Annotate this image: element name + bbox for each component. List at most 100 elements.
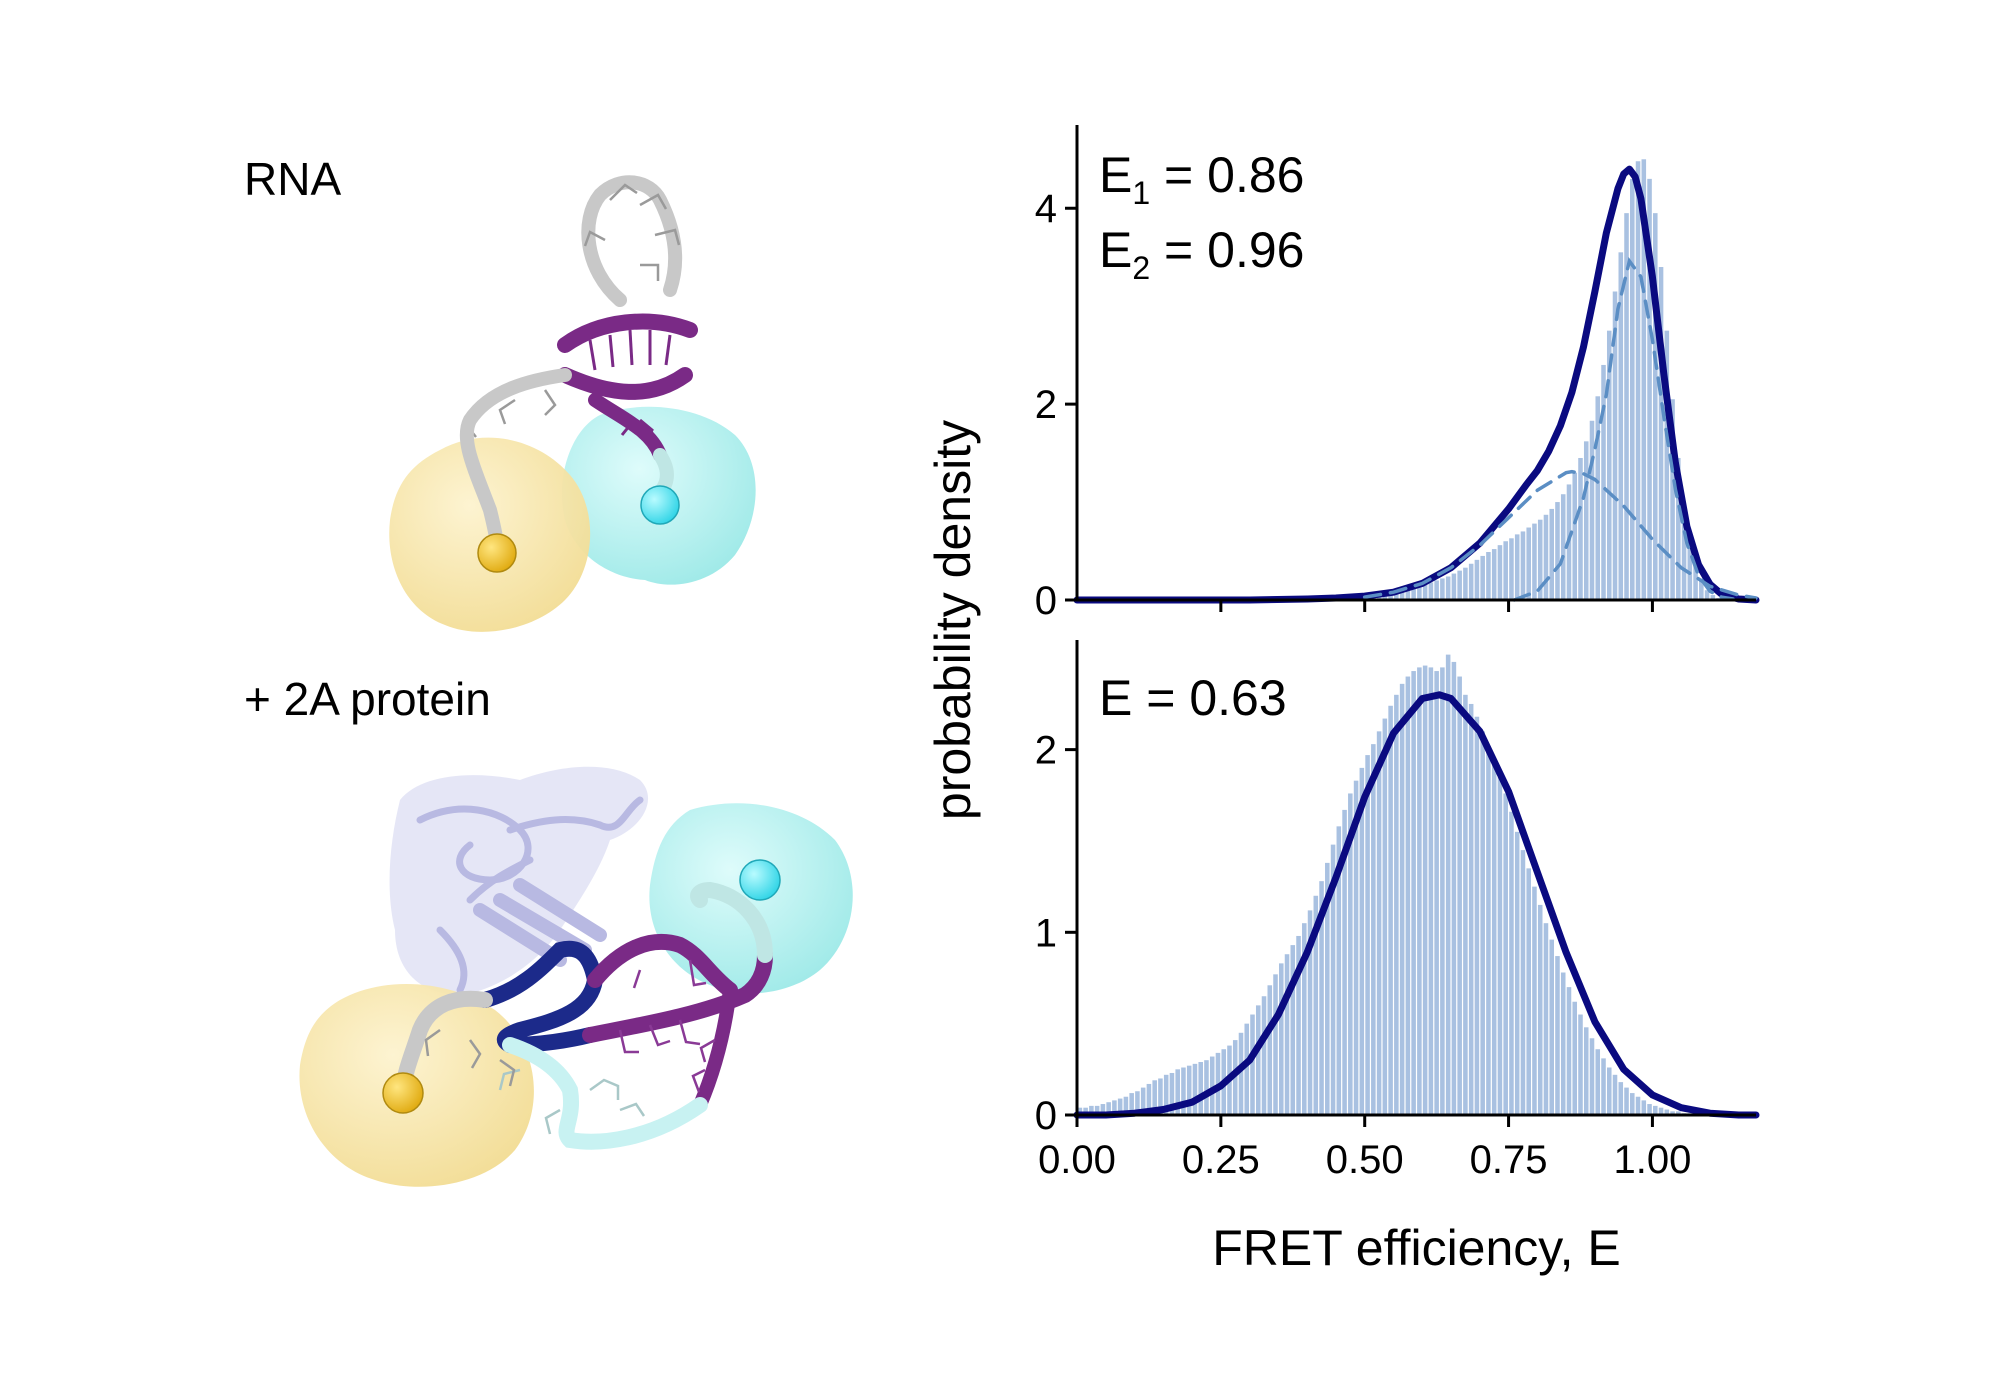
histogram-bar (1382, 718, 1388, 1115)
y-tick-label: 2 (1035, 729, 1057, 773)
histogram-bar (1451, 573, 1457, 600)
histogram-bar (1676, 1111, 1681, 1115)
histogram-bar (1290, 945, 1296, 1115)
rna-acceptor-linker-bound (690, 881, 773, 963)
histogram-bar (1549, 508, 1554, 600)
histogram-bar (1140, 1087, 1146, 1115)
histogram-bar (1411, 587, 1416, 600)
histogram-bar (1319, 881, 1324, 1115)
histogram-bar (1273, 974, 1278, 1115)
histogram-bar (1422, 584, 1428, 600)
histogram-bar (1106, 1102, 1111, 1115)
histogram-bar (1664, 1109, 1670, 1115)
histogram-bar (1417, 586, 1422, 600)
histogram-bar (1543, 514, 1549, 600)
histogram-bar (1192, 1063, 1198, 1115)
histogram-bar (1526, 868, 1531, 1115)
histogram-bar (1417, 667, 1422, 1115)
histogram-bar (1307, 910, 1313, 1115)
histogram-bar (1595, 1049, 1601, 1115)
histogram-bar (1267, 985, 1273, 1115)
y-axis-label: probability density (925, 420, 981, 820)
e1-annotation: E1 = 0.86 (1099, 147, 1304, 211)
histogram-bar (1175, 1069, 1180, 1115)
histogram-bar (1630, 1093, 1635, 1115)
histogram-bar (1158, 1078, 1163, 1115)
histogram-bar (1606, 1067, 1612, 1115)
histogram-bar (1204, 1060, 1209, 1115)
histogram-bar (1641, 159, 1647, 600)
histogram-bar (1624, 1087, 1629, 1115)
x-tick-label: 0.50 (1326, 1138, 1404, 1182)
histogram-bar (1601, 364, 1606, 600)
histogram-bar (1394, 590, 1399, 600)
histogram-bar (1296, 935, 1301, 1115)
histogram-bar (1371, 744, 1376, 1115)
histogram-bar (1589, 1038, 1595, 1115)
histogram-bar (1509, 538, 1514, 600)
histogram-bar (1549, 939, 1554, 1115)
histogram-bar (1238, 1032, 1244, 1115)
histogram-bar (1100, 1104, 1106, 1115)
rna-purple-strand-a (587, 933, 738, 998)
histogram-bar (1302, 923, 1307, 1115)
histogram-bar (1474, 559, 1480, 600)
histogram-bar (1532, 523, 1537, 600)
chart-top: 0 2 4 E1 = 0.86 E2 = 0.96 (1035, 125, 1760, 623)
histogram-bar (1089, 1105, 1094, 1115)
histogram-bar (1606, 330, 1612, 600)
histogram-bar (1434, 580, 1439, 600)
histogram-bar (1670, 1111, 1675, 1115)
histogram-bar (1405, 676, 1411, 1115)
histogram-bar (1503, 793, 1508, 1115)
histogram-bar (1537, 904, 1543, 1115)
histogram-bar (1428, 582, 1434, 600)
histogram-bar (1169, 1072, 1175, 1115)
histogram-bar (1653, 213, 1658, 600)
rna-top-loop (581, 175, 683, 307)
histogram-bar (1445, 576, 1451, 600)
rna-panel-label: RNA (244, 153, 342, 205)
acceptor-dye-bound (739, 859, 781, 901)
histogram-bar (1635, 161, 1641, 601)
component-fit-line (1512, 257, 1735, 602)
histogram-bar (1129, 1093, 1134, 1115)
y-tick-label: 0 (1035, 579, 1057, 623)
histogram-bar (1491, 762, 1497, 1115)
histogram-bar (1388, 705, 1393, 1115)
histogram-bar (1163, 1074, 1169, 1115)
histogram-bar (1077, 1107, 1083, 1115)
histogram-bar (1428, 667, 1434, 1115)
histogram-bar (1520, 850, 1526, 1115)
histogram-bar (1353, 780, 1359, 1115)
histogram-bar (1497, 777, 1503, 1115)
histogram-bar (1710, 595, 1716, 600)
protein-panel-label: + 2A protein (244, 673, 491, 725)
histogram-bar (1641, 1100, 1647, 1115)
histogram-bar (1618, 252, 1624, 600)
histogram-bar (1555, 502, 1560, 600)
histogram-bar (1313, 895, 1319, 1115)
histogram-bar (1198, 1062, 1203, 1115)
histogram-bar (1394, 694, 1399, 1115)
histogram-bar (1653, 1105, 1658, 1115)
histogram-bar (1647, 1104, 1652, 1115)
histogram-bar (1480, 555, 1485, 600)
total-fit-line (1073, 165, 1760, 604)
histogram-bar (1250, 1014, 1255, 1115)
histogram-bar (1572, 472, 1578, 600)
histogram-bar (1348, 793, 1353, 1115)
histogram-bar (1146, 1083, 1152, 1115)
histogram-bar (1365, 755, 1370, 1115)
histogram-bar (1486, 552, 1491, 600)
histogram-bar (1509, 811, 1514, 1115)
histogram-bar (1630, 178, 1635, 600)
histogram-bar (1572, 1001, 1578, 1115)
histogram-bar (1457, 676, 1462, 1115)
histogram-bar (1359, 767, 1365, 1115)
x-tick-label: 0.00 (1038, 1138, 1116, 1182)
histogram-bar (1434, 671, 1439, 1115)
rna-lightblue-segment (502, 1037, 708, 1150)
histogram-bar (1560, 972, 1566, 1115)
histogram-bar (1376, 731, 1382, 1115)
